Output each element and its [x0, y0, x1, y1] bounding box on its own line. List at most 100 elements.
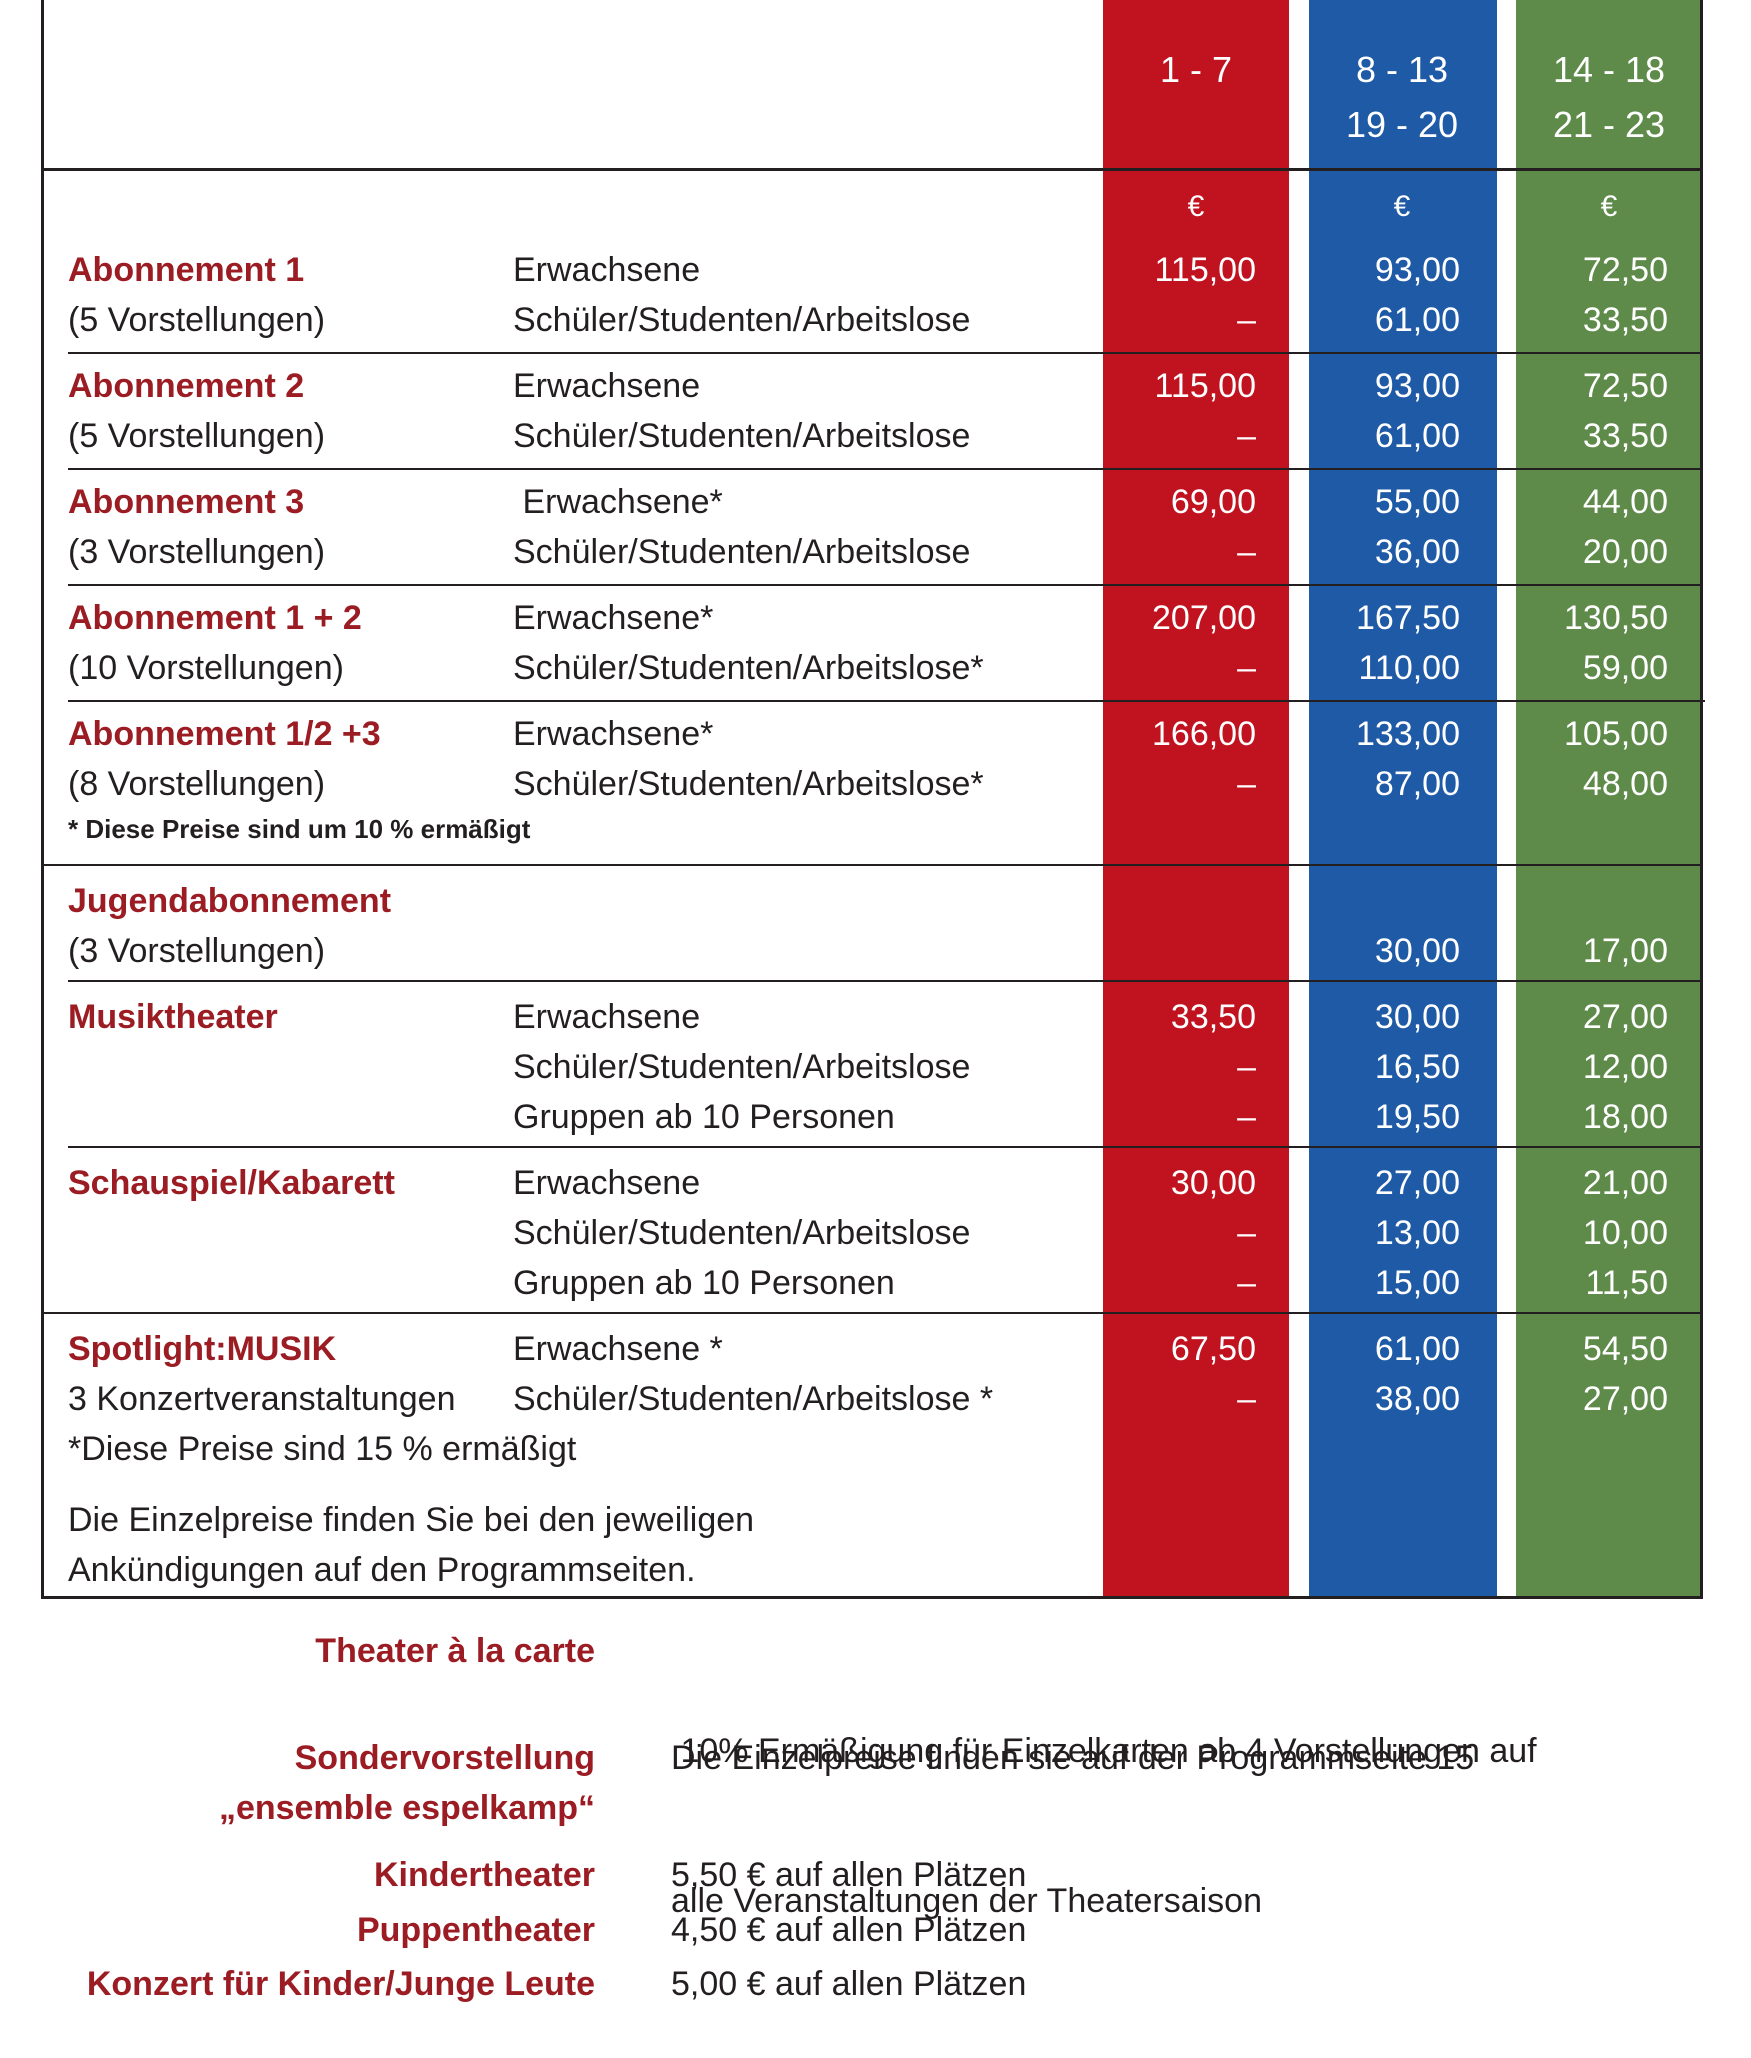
- categories: Erwachsene* Schüler/Studenten/Arbeitslos…: [513, 477, 970, 577]
- prices-green: 27,00 12,00 18,00: [1518, 992, 1668, 1142]
- package-row-musiktheater: Musiktheater: [68, 992, 278, 1042]
- price-cell: 17,00: [1582, 932, 1668, 970]
- price-cell: 93,00: [1374, 367, 1460, 405]
- package-row-jugend: Jugendabonnement (3 Vorstellungen): [68, 876, 391, 976]
- extra-label-line: Sondervorstellung: [294, 1739, 595, 1777]
- extra-label-line: Konzert für Kinder/Junge Leute: [86, 1965, 595, 2003]
- category: Erwachsene: [513, 367, 701, 405]
- price-cell: 36,00: [1374, 533, 1460, 571]
- categories: Erwachsene* Schüler/Studenten/Arbeitslos…: [513, 593, 984, 693]
- column-header-line: 19 - 20: [1345, 104, 1459, 145]
- package-name: Abonnement 1: [68, 251, 305, 289]
- category: Schüler/Studenten/Arbeitslose*: [513, 649, 984, 687]
- price-cell: 18,00: [1582, 1098, 1668, 1136]
- price-cell: –: [1237, 649, 1256, 687]
- prices-blue: 30,00 16,50 19,50: [1310, 992, 1460, 1142]
- discount-note: *Diese Preise sind 15 % ermäßigt: [68, 1430, 577, 1468]
- extra-text-line: 5,50 € auf allen Plätzen: [671, 1856, 1027, 1894]
- package-row-abo1-2-3: Abonnement 1/2 +3 (8 Vorstellungen) * Di…: [68, 709, 530, 849]
- prices-red: 67,50 –: [1106, 1324, 1256, 1424]
- price-cell: 166,00: [1152, 715, 1256, 753]
- column-header-line: 14 - 18: [1552, 49, 1666, 90]
- price-cell: 207,00: [1152, 599, 1256, 637]
- categories: Erwachsene * Schüler/Studenten/Arbeitslo…: [513, 1324, 993, 1424]
- row-divider: [68, 468, 1703, 470]
- price-cell: –: [1237, 417, 1256, 455]
- price-cell: 61,00: [1374, 301, 1460, 339]
- row-divider: [68, 1146, 1703, 1148]
- categories: Erwachsene Schüler/Studenten/Arbeitslose…: [513, 1158, 970, 1308]
- price-cell: 55,00: [1374, 483, 1460, 521]
- price-cell: 19,50: [1374, 1098, 1460, 1136]
- currency-symbol: €: [1187, 190, 1205, 223]
- category: Schüler/Studenten/Arbeitslose: [513, 301, 971, 339]
- price-cell: 33,50: [1582, 301, 1668, 339]
- price-cell: 167,50: [1356, 599, 1460, 637]
- prices-blue: 93,00 61,00: [1310, 361, 1460, 461]
- row-divider: [68, 352, 1703, 354]
- categories: Erwachsene Schüler/Studenten/Arbeitslose: [513, 245, 970, 345]
- price-cell: 67,50: [1170, 1330, 1256, 1368]
- table-border-bottom: [41, 1596, 1703, 1599]
- extra-text-line: alle Veranstaltungen der Theatersaison: [671, 1882, 1262, 1920]
- extra-text-line: 10% Ermäßigung für Einzelkarten ab 4 Vor…: [671, 1732, 1537, 1770]
- prices-blue: 27,00 13,00 15,00: [1310, 1158, 1460, 1308]
- currency-symbol: €: [1600, 190, 1618, 223]
- categories: Erwachsene Schüler/Studenten/Arbeitslose…: [513, 992, 970, 1142]
- category: Schüler/Studenten/Arbeitslose: [513, 533, 971, 571]
- price-cell: 54,50: [1582, 1330, 1668, 1368]
- row-divider: [68, 980, 1703, 982]
- price-cell: –: [1237, 533, 1256, 571]
- table-border-right: [1700, 0, 1703, 1599]
- row-divider: [68, 584, 1703, 586]
- extra-label-sondervorstellung: Sondervorstellung „ensemble espelkamp“: [219, 1733, 595, 1833]
- package-subtitle: (5 Vorstellungen): [68, 417, 326, 455]
- price-cell: –: [1237, 1214, 1256, 1252]
- package-row-abo2: Abonnement 2 (5 Vorstellungen): [68, 361, 325, 461]
- price-cell: 93,00: [1374, 251, 1460, 289]
- table-border-left: [41, 0, 44, 1599]
- package-name: Abonnement 3: [68, 483, 305, 521]
- prices-green: 105,00 48,00: [1518, 709, 1668, 809]
- category: Schüler/Studenten/Arbeitslose: [513, 1214, 971, 1252]
- price-column-red: [1103, 0, 1289, 1597]
- column-header-line: 21 - 23: [1552, 104, 1666, 145]
- category: Schüler/Studenten/Arbeitslose: [513, 417, 971, 455]
- prices-blue: 61,00 38,00: [1310, 1324, 1460, 1424]
- extra-label-kindertheater: Kindertheater: [374, 1850, 595, 1900]
- prices-blue: 167,50 110,00: [1310, 593, 1460, 693]
- price-cell: 130,50: [1564, 599, 1668, 637]
- price-cell: –: [1237, 1264, 1256, 1302]
- price-cell: 33,50: [1170, 998, 1256, 1036]
- column-header-green: 14 - 18 21 - 23: [1516, 42, 1702, 152]
- column-header-red: 1 - 7: [1103, 42, 1289, 97]
- package-name: Jugendabonnement: [68, 882, 392, 920]
- price-cell: 21,00: [1582, 1164, 1668, 1202]
- price-cell: 87,00: [1374, 765, 1460, 803]
- extra-text-line: 5,00 € auf allen Plätzen: [671, 1965, 1027, 2003]
- header-divider: [41, 168, 1703, 171]
- package-name: Spotlight:MUSIK: [68, 1330, 337, 1368]
- package-row-spotlight: Spotlight:MUSIK 3 Konzertveranstaltungen…: [68, 1324, 576, 1474]
- price-cell: 110,00: [1358, 649, 1460, 687]
- price-cell: –: [1237, 765, 1256, 803]
- category: Erwachsene*: [513, 599, 714, 637]
- package-name: Schauspiel/Kabarett: [68, 1164, 395, 1202]
- price-cell: 105,00: [1564, 715, 1668, 753]
- extra-label-line: „ensemble espelkamp“: [218, 1789, 595, 1827]
- prices-green: 44,00 20,00: [1518, 477, 1668, 577]
- package-name: Abonnement 2: [68, 367, 305, 405]
- price-cell: 15,00: [1374, 1264, 1460, 1302]
- prices-red: 115,00 –: [1106, 361, 1256, 461]
- price-cell: 72,50: [1582, 367, 1668, 405]
- package-row-abo3: Abonnement 3 (3 Vorstellungen): [68, 477, 325, 577]
- prices-red: 33,50 – –: [1106, 992, 1256, 1142]
- package-subtitle: (8 Vorstellungen): [68, 765, 326, 803]
- price-cell: 11,50: [1585, 1264, 1668, 1302]
- prices-green: 21,00 10,00 11,50: [1518, 1158, 1668, 1308]
- price-cell: –: [1237, 1048, 1256, 1086]
- price-cell: –: [1237, 1380, 1256, 1418]
- note-line: Die Einzelpreise finden Sie bei den jewe…: [68, 1501, 755, 1539]
- price-column-blue: [1309, 0, 1497, 1597]
- price-cell: 69,00: [1170, 483, 1256, 521]
